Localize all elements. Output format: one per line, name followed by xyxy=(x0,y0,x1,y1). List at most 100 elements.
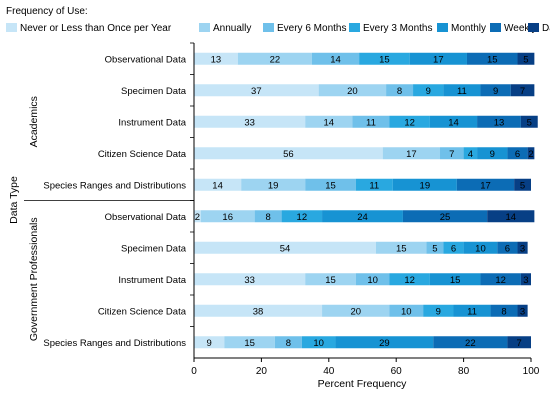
data-label: 8 xyxy=(265,212,270,223)
data-label: 25 xyxy=(440,212,451,223)
data-label: 38 xyxy=(253,306,264,317)
data-label: 14 xyxy=(505,212,516,223)
group-label: Academics xyxy=(28,96,40,147)
legend-swatch xyxy=(6,23,17,32)
bar-segment xyxy=(375,241,427,254)
bar-segment xyxy=(318,84,387,97)
legend-label: Monthly xyxy=(451,23,486,34)
bar-segment xyxy=(389,304,424,317)
data-label: 15 xyxy=(450,275,461,286)
legend-entry: Monthly xyxy=(437,23,486,34)
legend-swatch xyxy=(490,23,501,32)
data-label: 7 xyxy=(520,86,525,97)
data-label: 24 xyxy=(357,212,368,223)
data-label: 3 xyxy=(523,275,528,286)
bar-segment xyxy=(426,241,444,254)
legend-swatch xyxy=(263,23,274,32)
bar-segment xyxy=(194,336,225,349)
x-tick-label: 80 xyxy=(458,366,470,377)
data-label: 13 xyxy=(494,117,505,128)
data-label: 14 xyxy=(212,180,223,191)
data-label: 11 xyxy=(369,180,379,191)
data-label: 5 xyxy=(520,180,525,191)
bar-segment xyxy=(507,147,528,160)
bar-segment xyxy=(510,84,535,97)
data-label: 14 xyxy=(324,117,335,128)
bar-segment xyxy=(477,115,521,128)
category-label: Observational Data xyxy=(105,54,187,65)
data-label: 54 xyxy=(280,243,291,254)
data-label: 16 xyxy=(222,212,233,223)
bar-segment xyxy=(311,52,360,65)
data-label: 15 xyxy=(379,54,390,65)
data-label: 13 xyxy=(211,54,222,65)
category-label: Citizen Science Data xyxy=(98,306,187,317)
x-tick-label: 40 xyxy=(323,366,335,377)
bar-segment xyxy=(527,147,535,160)
bar-segment xyxy=(352,115,390,128)
data-label: 15 xyxy=(244,338,255,349)
data-label: 8 xyxy=(286,338,291,349)
bar-segment xyxy=(443,84,481,97)
data-label: 2 xyxy=(195,212,200,223)
bar-segment xyxy=(389,115,430,128)
bar-segment xyxy=(200,210,255,223)
data-label: 56 xyxy=(283,149,294,160)
data-label: 19 xyxy=(268,180,279,191)
data-label: 5 xyxy=(527,117,532,128)
bar-segment xyxy=(194,84,319,97)
bar-segment xyxy=(463,147,478,160)
bar-segment xyxy=(440,147,464,160)
bar-segment xyxy=(382,147,441,160)
bar-segment xyxy=(507,336,531,349)
bar-segment xyxy=(517,304,528,317)
data-label: 29 xyxy=(379,338,390,349)
data-label: 15 xyxy=(325,275,336,286)
data-label: 15 xyxy=(325,180,336,191)
data-label: 10 xyxy=(313,338,324,349)
bar-segment xyxy=(322,304,390,317)
data-label: 9 xyxy=(490,149,495,160)
bar-segment xyxy=(237,52,312,65)
bar-segment xyxy=(301,336,336,349)
legend-label: Every 6 Months xyxy=(277,23,346,34)
legend-swatch xyxy=(349,23,360,32)
bar-segment xyxy=(402,210,488,223)
data-label: 9 xyxy=(426,86,431,97)
category-label: Instrument Data xyxy=(118,117,186,128)
category-label: Species Ranges and Distributions xyxy=(43,338,186,349)
data-label: 7 xyxy=(449,149,454,160)
data-label: 22 xyxy=(465,338,476,349)
data-label: 12 xyxy=(404,117,415,128)
data-label: 20 xyxy=(350,306,361,317)
data-label: 20 xyxy=(347,86,358,97)
bar-segment xyxy=(254,210,282,223)
data-label: 6 xyxy=(451,243,456,254)
category-label: Species Ranges and Distributions xyxy=(43,180,186,191)
data-label: 9 xyxy=(436,306,441,317)
data-label: 10 xyxy=(401,306,412,317)
legend-label: Every 3 Months xyxy=(363,23,432,34)
bar-segment xyxy=(423,304,454,317)
legend-title: Frequency of Use: xyxy=(6,6,88,17)
category-label: Observational Data xyxy=(105,212,187,223)
bar-segment xyxy=(359,52,410,65)
bar-segment xyxy=(443,241,464,254)
legend-label: Annually xyxy=(213,23,251,34)
legend: Frequency of Use: Never or Less than Onc… xyxy=(6,6,550,34)
legend-entry: Annually xyxy=(199,23,251,34)
bar-segment xyxy=(194,210,201,223)
bar-segment xyxy=(386,84,414,97)
bar-segment xyxy=(355,273,390,286)
data-label: 5 xyxy=(523,54,528,65)
bar-segment xyxy=(194,241,376,254)
bar-segment xyxy=(497,241,518,254)
data-label: 5 xyxy=(432,243,437,254)
bar-segment xyxy=(305,178,356,191)
data-label: 22 xyxy=(270,54,281,65)
bar-segment xyxy=(490,304,518,317)
data-label: 3 xyxy=(520,243,525,254)
bar-segment xyxy=(466,52,518,65)
data-label: 11 xyxy=(467,306,477,317)
data-label: 37 xyxy=(251,86,262,97)
